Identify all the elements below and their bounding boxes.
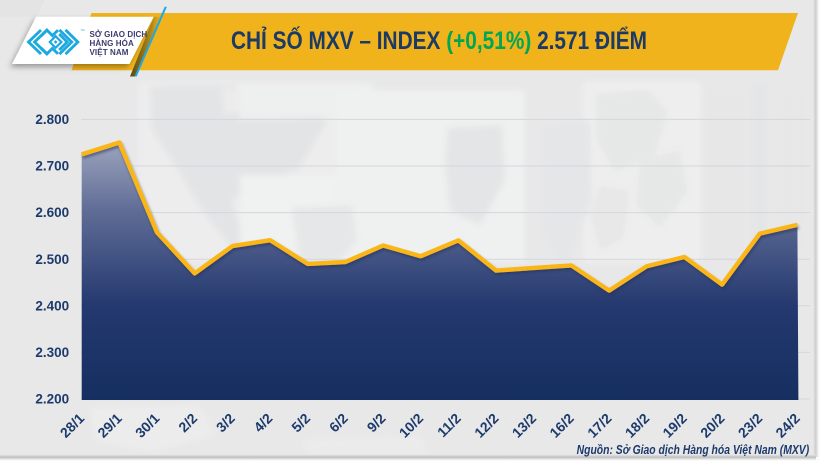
svg-text:2.800: 2.800 [35,112,69,127]
svg-text:2.400: 2.400 [35,298,69,313]
svg-text:2.200: 2.200 [35,392,69,407]
svg-text:2.500: 2.500 [35,252,69,267]
svg-text:2.600: 2.600 [35,205,69,220]
svg-text:™: ™ [80,29,85,35]
svg-text:2.300: 2.300 [35,345,69,360]
svg-text:2.700: 2.700 [35,159,69,174]
